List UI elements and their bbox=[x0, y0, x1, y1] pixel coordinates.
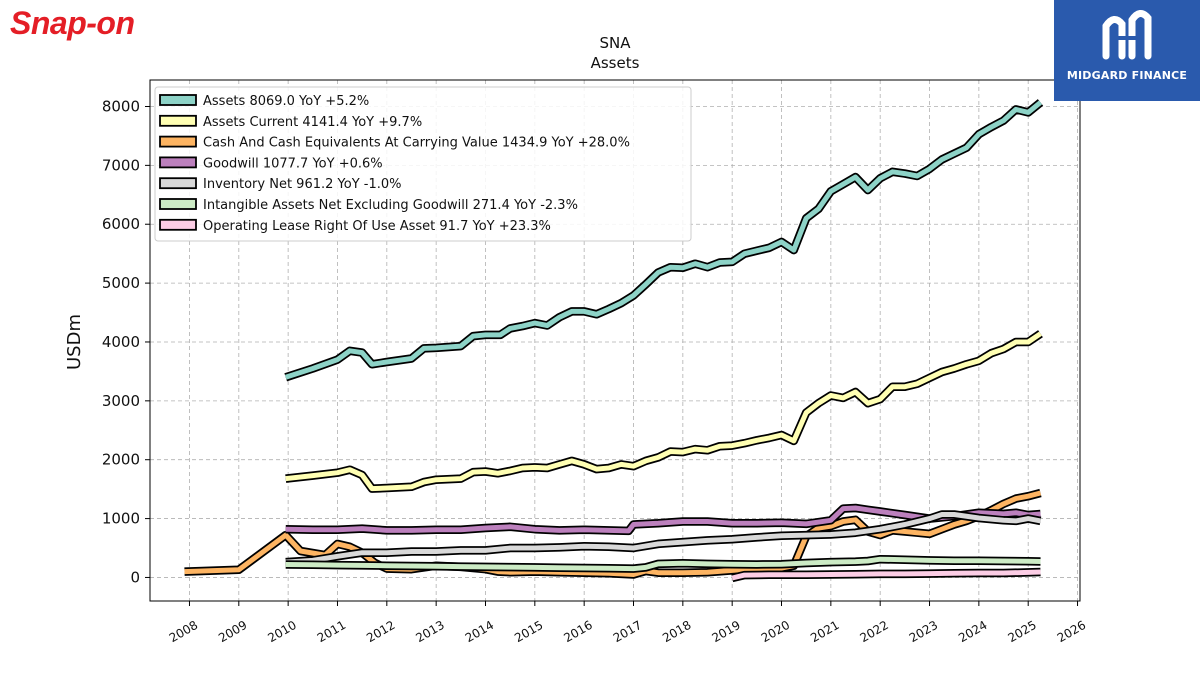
legend-entry-label: Intangible Assets Net Excluding Goodwill… bbox=[203, 198, 578, 213]
x-tick-label: 2016 bbox=[561, 618, 594, 645]
x-tick-label: 2025 bbox=[1005, 618, 1038, 645]
legend-swatch bbox=[159, 135, 197, 148]
x-tick-label: 2021 bbox=[808, 618, 841, 645]
x-tick-label: 2009 bbox=[216, 618, 249, 645]
series-inventory bbox=[285, 510, 1042, 567]
legend-swatch bbox=[159, 94, 197, 106]
legend-swatch bbox=[159, 156, 197, 169]
chart-subtitle: Assets bbox=[591, 54, 640, 72]
legend-swatch bbox=[159, 218, 197, 231]
x-tick-label: 2017 bbox=[611, 618, 644, 645]
series-lease bbox=[731, 567, 1041, 583]
series-line bbox=[285, 556, 1041, 572]
x-tick-label: 2008 bbox=[167, 618, 200, 645]
legend-entry-label: Assets 8069.0 YoY +5.2% bbox=[203, 94, 369, 109]
y-tick-label: 4000 bbox=[102, 333, 140, 351]
series-lines bbox=[184, 99, 1044, 583]
y-tick-label: 0 bbox=[130, 568, 140, 586]
series-line bbox=[285, 331, 1042, 492]
x-tick-label: 2010 bbox=[265, 618, 298, 645]
x-tick-label: 2026 bbox=[1055, 618, 1088, 645]
x-tick-label: 2013 bbox=[413, 618, 446, 645]
x-tick-label: 2012 bbox=[364, 618, 397, 645]
x-tick-label: 2020 bbox=[759, 618, 792, 645]
series-assets_current bbox=[285, 330, 1043, 493]
chart-title: SNA bbox=[599, 34, 631, 52]
y-tick-label: 7000 bbox=[102, 156, 140, 174]
legend-box bbox=[154, 86, 692, 242]
legend: Assets 8069.0 YoY +5.2% Assets Current 41… bbox=[154, 86, 692, 242]
y-tick-label: 3000 bbox=[102, 392, 140, 410]
y-tick-label: 6000 bbox=[102, 215, 140, 233]
midgard-finance-logo: MIDGARD FINANCE bbox=[1054, 0, 1200, 101]
y-tick-label: 2000 bbox=[102, 451, 140, 469]
y-tick-label: 5000 bbox=[102, 274, 140, 292]
legend-swatch bbox=[159, 177, 197, 190]
legend-swatch bbox=[159, 198, 197, 210]
x-tick-label: 2015 bbox=[512, 618, 545, 645]
snap-on-logo-text: Snap-on bbox=[10, 5, 134, 41]
x-tick-label: 2022 bbox=[857, 618, 890, 645]
legend-entry-label: Goodwill 1077.7 YoY +0.6% bbox=[203, 156, 383, 171]
legend-entry-label: Operating Lease Right Of Use Asset 91.7 … bbox=[203, 219, 551, 234]
midgard-mark-icon bbox=[1102, 10, 1152, 60]
snap-on-logo: Snap-on bbox=[10, 5, 135, 41]
y-axis-ticks: 0 1000 2000 3000 4000 5000 6000 7000 8000 bbox=[102, 97, 150, 586]
legend-entry-label: Assets Current 4141.4 YoY +9.7% bbox=[203, 115, 422, 130]
series-line bbox=[284, 100, 1043, 380]
x-tick-label: 2023 bbox=[907, 618, 940, 645]
y-axis-label: USDm bbox=[64, 314, 85, 370]
x-tick-label: 2014 bbox=[463, 618, 496, 645]
series-assets bbox=[284, 99, 1044, 382]
series-intangible bbox=[285, 554, 1041, 573]
y-tick-label: 8000 bbox=[102, 97, 140, 115]
series-line bbox=[731, 569, 1041, 581]
legend-swatch bbox=[159, 114, 197, 127]
midgard-finance-text: MIDGARD FINANCE bbox=[1066, 69, 1188, 82]
legend-entry-label: Inventory Net 961.2 YoY -1.0% bbox=[203, 177, 402, 192]
x-axis-ticks: 2008 2009 2010 2011 2012 2013 2014 2015 2016 2017… bbox=[167, 601, 1088, 645]
plot-frame bbox=[149, 79, 1081, 602]
legend-entry-label: Cash And Cash Equivalents At Carrying Va… bbox=[203, 136, 630, 151]
x-tick-label: 2011 bbox=[315, 618, 348, 645]
x-tick-label: 2024 bbox=[956, 618, 989, 645]
x-tick-label: 2019 bbox=[709, 618, 742, 645]
series-line bbox=[285, 512, 1041, 565]
y-tick-label: 1000 bbox=[102, 510, 140, 528]
x-tick-label: 2018 bbox=[660, 618, 693, 645]
